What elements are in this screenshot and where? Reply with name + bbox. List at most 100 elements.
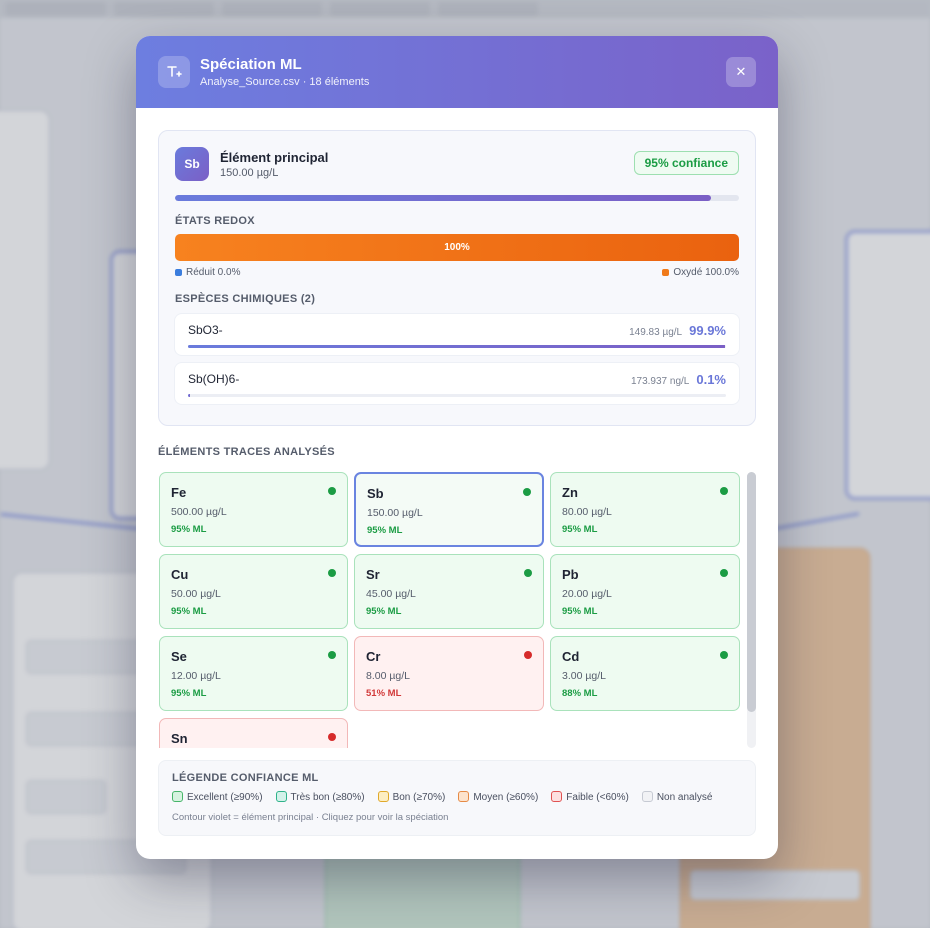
- confidence-badge: 95% confiance: [633, 151, 739, 175]
- trace-symbol: Cu: [171, 567, 189, 582]
- legend-item: Moyen (≥60%): [458, 791, 538, 803]
- background-node: [0, 110, 50, 470]
- legend-swatch: [551, 791, 563, 802]
- species-name: Sb(OH)6-: [188, 372, 240, 386]
- trace-ml-confidence: 95% ML: [171, 688, 207, 699]
- confidence-bar: [175, 195, 739, 201]
- trace-ml-confidence: 95% ML: [366, 606, 402, 617]
- modal-body: Sb Élément principal 150.00 µg/L 95% con…: [136, 108, 778, 836]
- legend-label: Bon (≥70%): [392, 792, 446, 803]
- close-icon: ✕: [735, 64, 747, 79]
- legend-swatch: [458, 791, 470, 802]
- background-field: [26, 780, 106, 814]
- modal-title: Spéciation ML: [200, 56, 302, 73]
- grid-scrollbar-thumb[interactable]: [747, 472, 756, 712]
- trace-ml-confidence: 95% ML: [171, 606, 207, 617]
- status-dot-icon: [524, 569, 532, 577]
- legend-label: Non analysé: [656, 792, 713, 803]
- species-row[interactable]: Sb(OH)6- 173.937 ng/L 0.1%: [175, 363, 739, 404]
- status-dot-icon: [524, 651, 532, 659]
- trace-symbol: Cr: [366, 649, 381, 664]
- status-dot-icon: [328, 651, 336, 659]
- trace-concentration: 50.00 µg/L: [171, 588, 221, 600]
- trace-symbol: Zn: [562, 485, 578, 500]
- background-tab: [114, 2, 214, 16]
- trace-symbol: Sb: [367, 486, 384, 501]
- trace-element-card[interactable]: Fe 500.00 µg/L 95% ML: [159, 472, 348, 547]
- background-tab: [6, 2, 106, 16]
- background-tab: [222, 2, 322, 16]
- status-dot-icon: [720, 569, 728, 577]
- trace-symbol: Pb: [562, 567, 579, 582]
- legend-label: Très bon (≥80%): [290, 792, 365, 803]
- oxidized-label: Oxydé 100.0%: [673, 267, 739, 278]
- speciation-modal: Spéciation ML Analyse_Source.csv · 18 él…: [136, 36, 778, 859]
- modal-subtitle: Analyse_Source.csv · 18 éléments: [200, 76, 370, 88]
- trace-ml-confidence: 95% ML: [562, 606, 598, 617]
- text-add-icon: [158, 56, 190, 88]
- trace-concentration: 45.00 µg/L: [366, 588, 416, 600]
- trace-ml-confidence: 88% ML: [562, 688, 598, 699]
- species-bar-fill: [188, 394, 190, 397]
- trace-symbol: Se: [171, 649, 187, 664]
- species-row[interactable]: SbO3- 149.83 µg/L 99.9%: [175, 314, 739, 355]
- background-field: [690, 870, 860, 900]
- trace-element-card[interactable]: Cr 8.00 µg/L 51% ML: [354, 636, 544, 711]
- trace-ml-confidence: 95% ML: [562, 524, 598, 535]
- species-name: SbO3-: [188, 323, 223, 337]
- close-button[interactable]: ✕: [726, 57, 756, 87]
- species-bar-fill: [188, 345, 726, 348]
- trace-ml-confidence: 95% ML: [367, 525, 403, 536]
- principal-header: Sb Élément principal 150.00 µg/L 95% con…: [175, 147, 739, 181]
- trace-element-card[interactable]: Cd 3.00 µg/L 88% ML: [550, 636, 740, 711]
- status-dot-icon: [720, 651, 728, 659]
- legend-item: Faible (<60%): [551, 791, 629, 803]
- trace-element-card[interactable]: Sn: [159, 718, 348, 748]
- legend-swatch: [377, 791, 389, 802]
- legend-item: Excellent (≥90%): [172, 791, 263, 803]
- trace-concentration: 150.00 µg/L: [367, 507, 423, 519]
- trace-element-card[interactable]: Sr 45.00 µg/L 95% ML: [354, 554, 544, 629]
- trace-element-card[interactable]: Cu 50.00 µg/L 95% ML: [159, 554, 348, 629]
- background-tab: [438, 2, 538, 16]
- redox-legend-reduced: Réduit 0.0%: [175, 267, 240, 278]
- legend-swatch: [275, 791, 287, 802]
- principal-concentration: 150.00 µg/L: [220, 166, 279, 179]
- principal-title: Élément principal: [220, 149, 329, 165]
- trace-concentration: 8.00 µg/L: [366, 670, 410, 682]
- legend-title: LÉGENDE CONFIANCE ML: [172, 772, 319, 784]
- species-bar: [188, 394, 726, 397]
- trace-ml-confidence: 95% ML: [171, 524, 207, 535]
- traces-grid-container: Fe 500.00 µg/L 95% ML Sb 150.00 µg/L 95% …: [158, 472, 756, 748]
- trace-symbol: Sr: [366, 567, 380, 582]
- legend-items: Excellent (≥90%) Très bon (≥80%) Bon (≥70%…: [172, 791, 742, 803]
- principal-text: Élément principal 150.00 µg/L: [220, 150, 328, 179]
- redox-legend: Réduit 0.0% Oxydé 100.0%: [175, 267, 739, 278]
- trace-element-card[interactable]: Zn 80.00 µg/L 95% ML: [550, 472, 740, 547]
- status-dot-icon: [720, 487, 728, 495]
- traces-grid: Fe 500.00 µg/L 95% ML Sb 150.00 µg/L 95% …: [158, 472, 742, 748]
- status-dot-icon: [328, 569, 336, 577]
- legend-label: Excellent (≥90%): [187, 792, 263, 803]
- legend-label: Faible (<60%): [566, 792, 629, 803]
- legend-label: Moyen (≥60%): [473, 792, 539, 803]
- legend-swatch: [641, 791, 653, 802]
- background-node: [845, 230, 930, 500]
- species-bar: [188, 345, 726, 348]
- trace-symbol: Fe: [171, 485, 187, 500]
- species-amount: 149.83 µg/L: [629, 327, 683, 338]
- species-amount: 173.937 ng/L: [630, 376, 690, 387]
- oxidized-color-swatch: [662, 268, 670, 276]
- legend-item: Bon (≥70%): [377, 791, 446, 803]
- trace-element-card[interactable]: Se 12.00 µg/L 95% ML: [159, 636, 348, 711]
- status-dot-icon: [328, 733, 336, 741]
- trace-symbol: Sn: [171, 731, 188, 746]
- redox-bar-label: 100%: [444, 242, 470, 253]
- modal-header: Spéciation ML Analyse_Source.csv · 18 él…: [136, 36, 778, 108]
- trace-element-card[interactable]: Pb 20.00 µg/L 95% ML: [550, 554, 740, 629]
- redox-legend-oxidized: Oxydé 100.0%: [662, 267, 739, 278]
- status-dot-icon: [523, 488, 531, 496]
- trace-element-card[interactable]: Sb 150.00 µg/L 95% ML: [354, 472, 544, 547]
- status-dot-icon: [328, 487, 336, 495]
- trace-symbol: Cd: [562, 649, 580, 664]
